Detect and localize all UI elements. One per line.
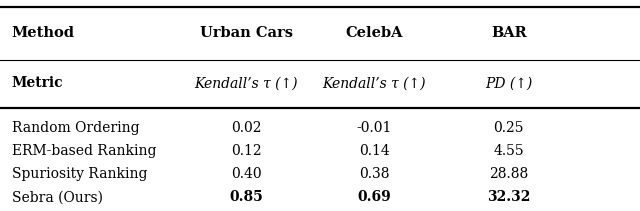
Text: Metric: Metric [12,76,63,90]
Text: 0.38: 0.38 [359,167,390,181]
Text: BAR: BAR [491,26,527,40]
Text: Kendall’s τ (↑): Kendall’s τ (↑) [323,76,426,90]
Text: 0.25: 0.25 [493,121,524,135]
Text: 0.12: 0.12 [231,144,262,158]
Text: Method: Method [12,26,74,40]
Text: 0.14: 0.14 [359,144,390,158]
Text: CelebA: CelebA [346,26,403,40]
Text: Kendall’s τ (↑): Kendall’s τ (↑) [195,76,298,90]
Text: ERM-based Ranking: ERM-based Ranking [12,144,156,158]
Text: Random Ordering: Random Ordering [12,121,139,135]
Text: -0.01: -0.01 [356,121,392,135]
Text: 0.02: 0.02 [231,121,262,135]
Text: 0.85: 0.85 [230,190,263,204]
Text: 4.55: 4.55 [493,144,524,158]
Text: 0.40: 0.40 [231,167,262,181]
Text: Urban Cars: Urban Cars [200,26,293,40]
Text: 32.32: 32.32 [487,190,531,204]
Text: 0.69: 0.69 [358,190,391,204]
Text: PD (↑): PD (↑) [485,76,532,90]
Text: Spuriosity Ranking: Spuriosity Ranking [12,167,147,181]
Text: Sebra (Ours): Sebra (Ours) [12,190,102,204]
Text: 28.88: 28.88 [489,167,529,181]
